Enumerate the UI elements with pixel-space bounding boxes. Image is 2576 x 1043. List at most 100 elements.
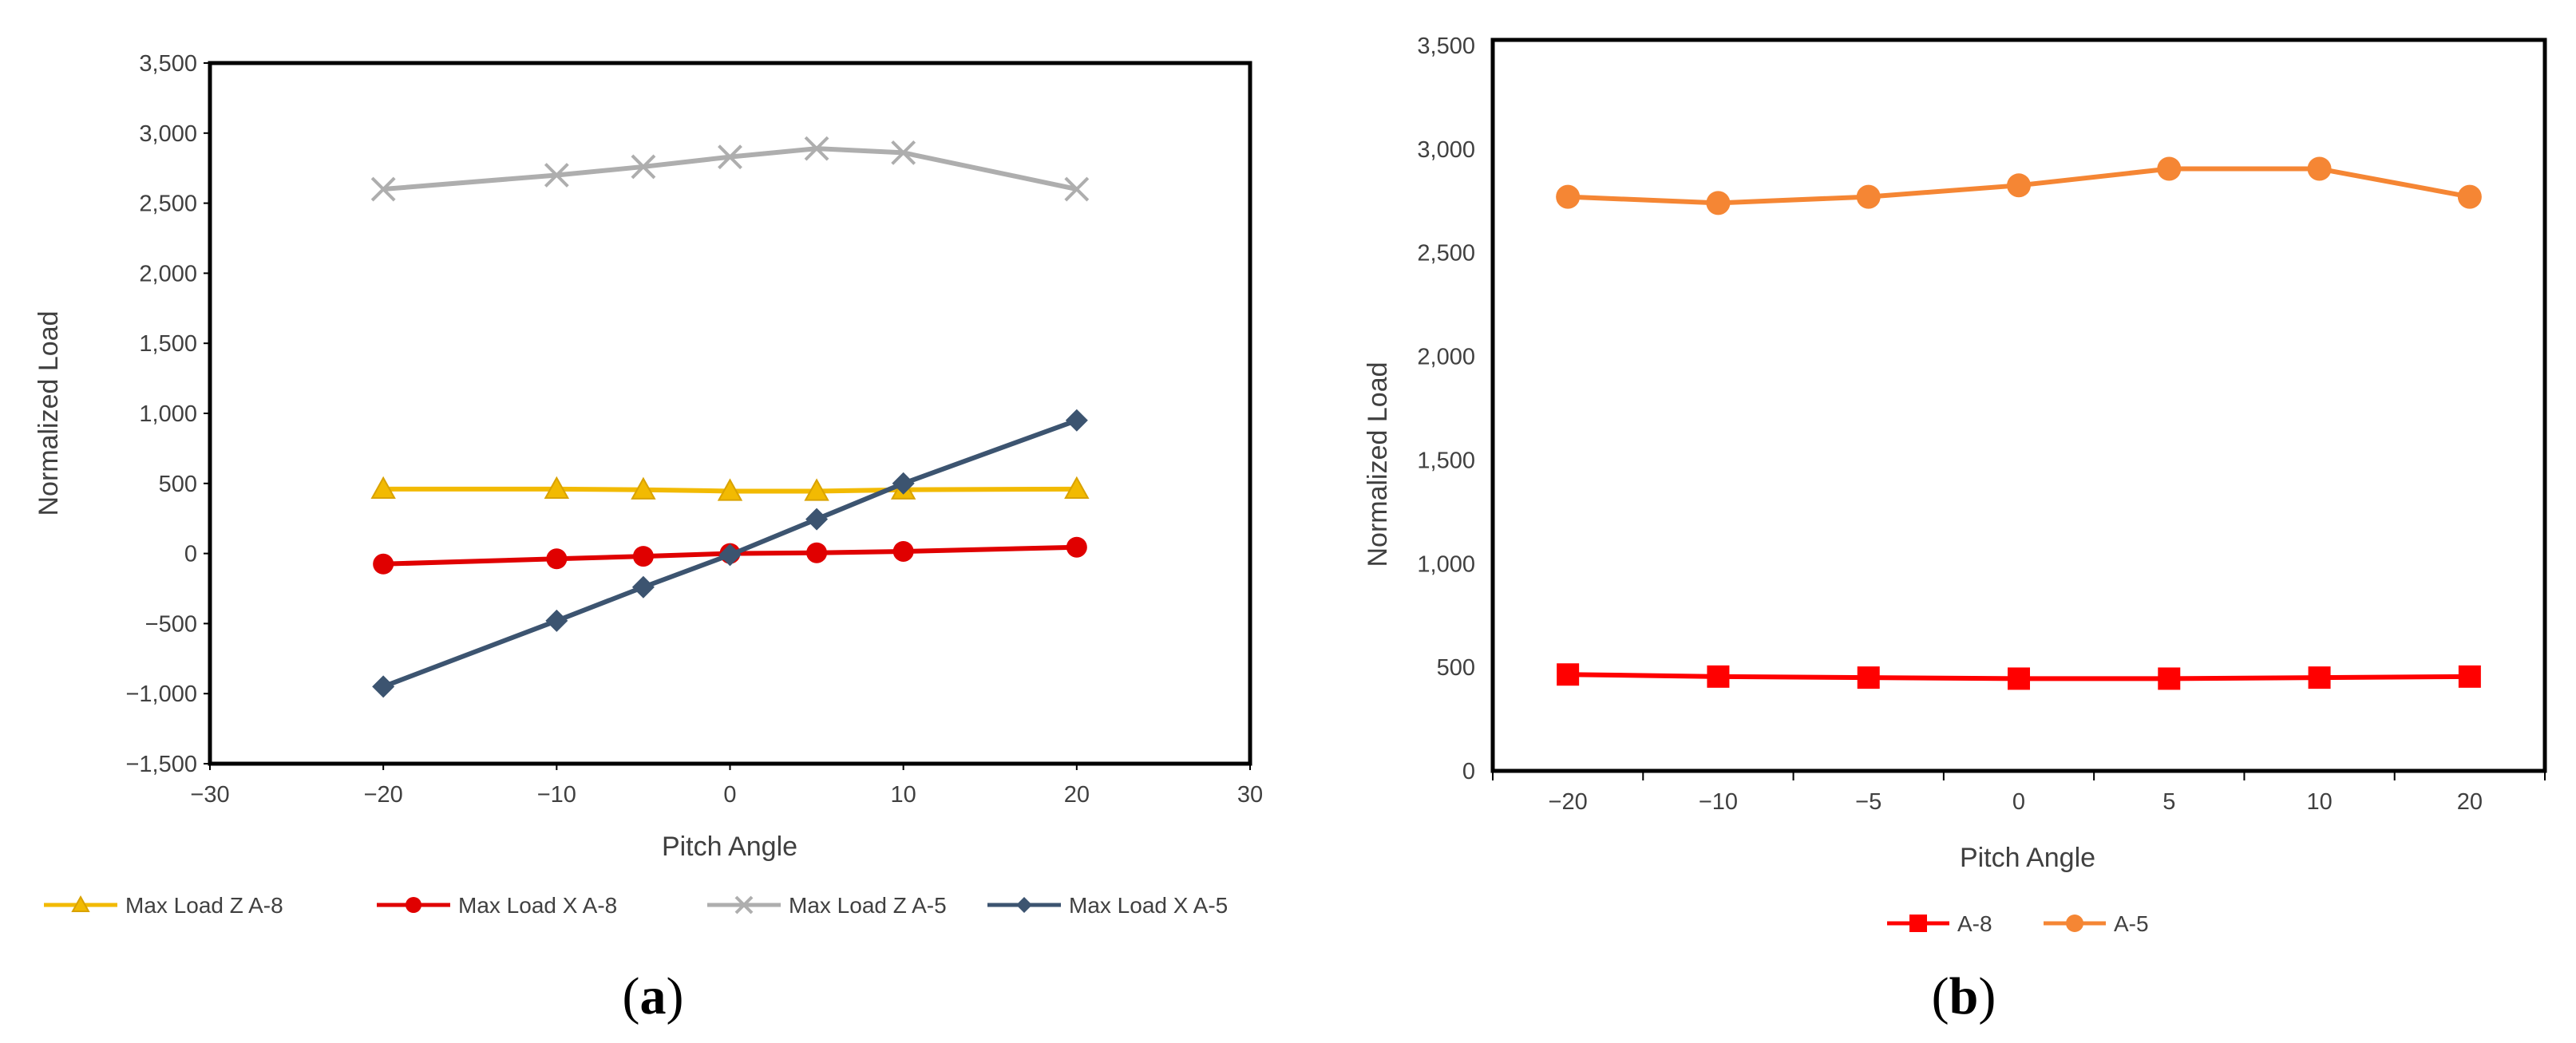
data-point <box>718 144 742 170</box>
y-axis-title-b: Normalized Load <box>1363 361 1393 567</box>
series-group-a <box>370 136 1090 698</box>
y-tick-label: 3,500 <box>139 51 197 77</box>
data-point <box>1706 191 1731 215</box>
data-point <box>1064 176 1090 202</box>
data-point <box>372 675 395 698</box>
data-point <box>805 508 829 531</box>
y-axis-title-a: Normalized Load <box>34 310 64 516</box>
data-point <box>2457 184 2482 209</box>
data-point <box>892 472 915 495</box>
data-point <box>717 478 743 501</box>
x-axis-ticks-b: −20 −10 −5 0 5 10 20 <box>1492 771 2546 815</box>
y-tick-label: 500 <box>159 472 197 497</box>
x-tick-label: 0 <box>2012 789 2025 815</box>
data-point <box>631 154 656 180</box>
data-point <box>1557 663 1580 686</box>
x-tick-label: 10 <box>891 782 916 808</box>
data-point <box>891 140 916 165</box>
y-tick-label: 1,000 <box>139 401 197 427</box>
data-point <box>544 476 570 500</box>
y-tick-label: −1,000 <box>125 682 197 707</box>
data-point <box>1064 476 1090 500</box>
legend-swatch-marker <box>1909 915 1927 932</box>
y-tick-label: 0 <box>184 542 197 567</box>
data-point <box>545 609 568 632</box>
legend-label: Max Load Z A-5 <box>789 893 947 918</box>
series-max-load-z-a-8 <box>370 476 1090 501</box>
x-tick-label: 20 <box>1064 782 1090 808</box>
data-point <box>1066 536 1087 558</box>
y-tick-label: 3,000 <box>1417 137 1475 163</box>
data-point <box>370 476 396 500</box>
series-group-b <box>1556 156 2482 690</box>
x-tick-label: 5 <box>2162 789 2175 815</box>
x-tick-label: 0 <box>723 782 736 808</box>
data-point <box>2157 156 2182 181</box>
data-point <box>1707 665 1730 688</box>
y-tick-label: 3,000 <box>139 121 197 147</box>
series-max-load-x-a-5 <box>372 409 1088 698</box>
data-point <box>718 543 742 567</box>
data-point <box>2458 665 2481 688</box>
x-tick-label: −10 <box>537 782 576 808</box>
data-point <box>2307 156 2332 181</box>
y-tick-label: 2,500 <box>1417 241 1475 267</box>
x-tick-label: −10 <box>1699 789 1738 815</box>
legend-b: A-8 A-5 <box>1887 911 2149 936</box>
data-point <box>631 575 655 599</box>
data-point <box>373 553 394 575</box>
data-point <box>804 136 829 161</box>
plot-frame-a <box>208 61 1252 766</box>
chart-panel-b: 0 500 1,000 1,500 2,000 2,500 3,000 3,500 −20 −1… <box>1363 34 2547 1025</box>
y-tick-label: 0 <box>1462 759 1475 784</box>
data-point <box>2158 667 2181 690</box>
data-point <box>892 540 914 562</box>
data-point <box>1857 666 1880 689</box>
x-axis-title-b: Pitch Angle <box>1960 843 2095 873</box>
legend-swatch-marker <box>1016 897 1032 913</box>
x-axis-title-a: Pitch Angle <box>662 832 797 862</box>
legend-swatch-marker <box>2066 915 2083 932</box>
x-tick-label: −5 <box>1855 789 1882 815</box>
data-point <box>544 163 569 188</box>
y-tick-label: 500 <box>1437 655 1475 681</box>
data-point <box>370 176 396 202</box>
y-tick-label: 1,500 <box>1417 448 1475 473</box>
legend-label: Max Load X A-5 <box>1069 893 1228 918</box>
data-point <box>631 476 656 500</box>
x-tick-label: 20 <box>2457 789 2483 815</box>
panel-label-a: (a) <box>623 967 684 1025</box>
x-axis-ticks-a: −30 −20 −10 0 10 20 30 <box>190 764 1263 808</box>
panel-label-a-letter: a <box>640 967 667 1025</box>
series-a-8 <box>1557 663 2481 690</box>
data-point <box>806 542 828 563</box>
legend-swatch-marker <box>406 897 421 913</box>
legend-label: A-8 <box>1957 911 1992 936</box>
legend-label: A-5 <box>2114 911 2149 936</box>
y-tick-label: 2,500 <box>139 192 197 217</box>
legend-label: Max Load X A-8 <box>458 893 617 918</box>
data-point <box>2308 666 2331 689</box>
x-tick-label: 30 <box>1237 782 1263 808</box>
data-point <box>1556 184 1581 209</box>
legend-label: Max Load Z A-8 <box>125 893 283 918</box>
y-axis-ticks-b: 0 500 1,000 1,500 2,000 2,500 3,000 3,500 <box>1417 34 1475 784</box>
y-tick-label: −500 <box>145 611 197 637</box>
y-tick-label: 1,000 <box>1417 551 1475 577</box>
plot-frame-b <box>1490 38 2547 773</box>
legend-swatch-marker <box>71 895 90 912</box>
y-tick-label: 2,000 <box>1417 345 1475 370</box>
data-point <box>2007 173 2031 198</box>
series-max-load-z-a-5 <box>370 136 1090 202</box>
y-tick-label: −1,500 <box>125 752 197 777</box>
x-tick-label: −30 <box>190 782 229 808</box>
x-tick-label: −20 <box>1549 789 1588 815</box>
legend-a: Max Load Z A-8 Max Load X A-8 Max Load Z A… <box>44 893 1228 918</box>
series-line <box>382 146 1078 192</box>
y-tick-label: 1,500 <box>139 331 197 357</box>
panel-label-b-letter: b <box>1949 967 1979 1025</box>
data-point <box>546 548 568 570</box>
y-tick-label: 3,500 <box>1417 34 1475 59</box>
panel-label-b: (b) <box>1932 967 1996 1025</box>
